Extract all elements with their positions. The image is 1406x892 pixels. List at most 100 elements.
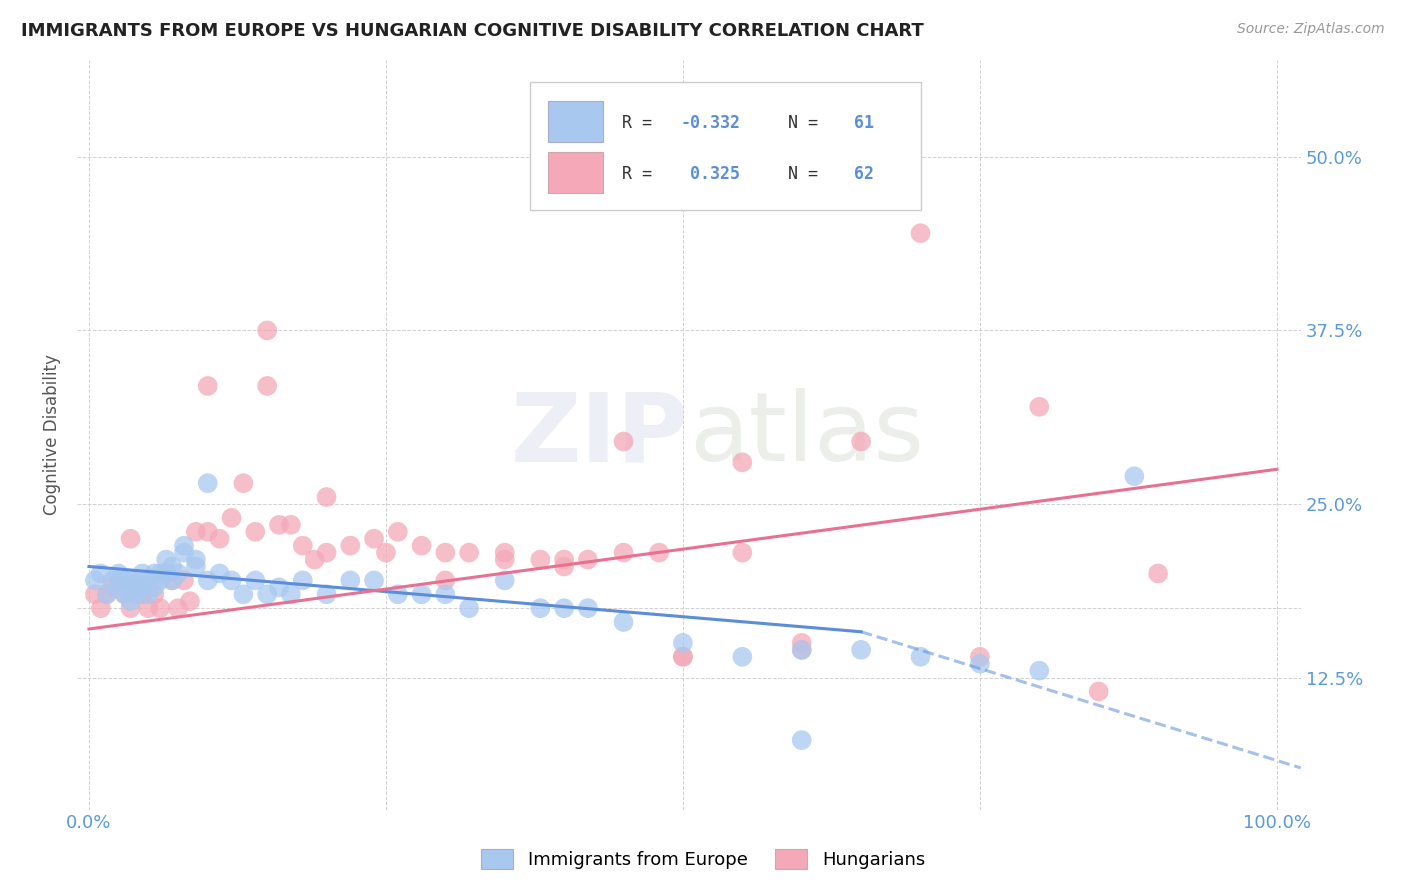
Point: [256, 587, 278, 601]
Point: [155, 566, 177, 581]
Point: [291, 539, 314, 553]
Point: [143, 580, 166, 594]
Point: [315, 546, 337, 560]
Point: [155, 552, 177, 566]
Point: [143, 587, 166, 601]
Point: [790, 733, 813, 747]
Point: [245, 524, 267, 539]
Point: [494, 546, 516, 560]
Point: [672, 636, 695, 650]
Point: [173, 546, 195, 560]
Point: [363, 532, 385, 546]
Text: atlas: atlas: [689, 388, 924, 481]
Point: [125, 580, 148, 594]
Point: [131, 566, 153, 581]
Point: [160, 574, 183, 588]
Point: [849, 434, 872, 449]
Point: [120, 532, 142, 546]
Point: [529, 601, 551, 615]
Point: [1087, 684, 1109, 698]
Point: [96, 587, 118, 601]
Point: [138, 587, 160, 601]
Point: [458, 546, 481, 560]
Point: [553, 552, 575, 566]
Point: [969, 657, 991, 671]
Point: [221, 511, 243, 525]
Legend: Immigrants from Europe, Hungarians: Immigrants from Europe, Hungarians: [472, 839, 934, 879]
Point: [90, 566, 112, 581]
Point: [315, 587, 337, 601]
Point: [197, 574, 219, 588]
Point: [375, 546, 398, 560]
Point: [90, 601, 112, 615]
Point: [125, 574, 148, 588]
Point: [138, 574, 160, 588]
Point: [138, 601, 160, 615]
Point: [387, 587, 409, 601]
Point: [267, 517, 290, 532]
Point: [149, 566, 172, 581]
Point: [910, 649, 932, 664]
Point: [125, 587, 148, 601]
Point: [494, 552, 516, 566]
Point: [184, 559, 207, 574]
Point: [125, 580, 148, 594]
Point: [280, 517, 302, 532]
Point: [107, 574, 129, 588]
Point: [256, 323, 278, 337]
Text: N =: N =: [769, 165, 828, 183]
Point: [114, 587, 136, 601]
Point: [790, 636, 813, 650]
Point: [232, 587, 254, 601]
Text: 61: 61: [853, 114, 875, 132]
Point: [155, 566, 177, 581]
Point: [167, 601, 190, 615]
Point: [731, 546, 754, 560]
Point: [208, 566, 231, 581]
Point: [107, 566, 129, 581]
Point: [434, 574, 457, 588]
Text: IMMIGRANTS FROM EUROPE VS HUNGARIAN COGNITIVE DISABILITY CORRELATION CHART: IMMIGRANTS FROM EUROPE VS HUNGARIAN COGN…: [21, 22, 924, 40]
Point: [553, 601, 575, 615]
Point: [363, 574, 385, 588]
Point: [131, 580, 153, 594]
Point: [184, 524, 207, 539]
Text: R =: R =: [621, 165, 662, 183]
Point: [114, 587, 136, 601]
Point: [267, 580, 290, 594]
Point: [197, 524, 219, 539]
Point: [96, 587, 118, 601]
Point: [304, 552, 326, 566]
Point: [339, 574, 361, 588]
Point: [969, 649, 991, 664]
Y-axis label: Cognitive Disability: Cognitive Disability: [44, 354, 60, 515]
Text: ZIP: ZIP: [510, 388, 689, 481]
Point: [434, 546, 457, 560]
Point: [553, 559, 575, 574]
Point: [101, 580, 124, 594]
Point: [1147, 566, 1170, 581]
Point: [208, 532, 231, 546]
Point: [173, 539, 195, 553]
Point: [160, 559, 183, 574]
Point: [280, 587, 302, 601]
Point: [197, 476, 219, 491]
Point: [120, 601, 142, 615]
Text: 62: 62: [853, 165, 875, 183]
Point: [849, 643, 872, 657]
Point: [411, 587, 433, 601]
FancyBboxPatch shape: [530, 82, 921, 210]
Point: [612, 615, 634, 629]
Point: [731, 455, 754, 469]
Point: [291, 574, 314, 588]
FancyBboxPatch shape: [548, 152, 603, 193]
Point: [101, 574, 124, 588]
Point: [387, 524, 409, 539]
Point: [576, 601, 599, 615]
Point: [672, 649, 695, 664]
Point: [232, 476, 254, 491]
Point: [612, 546, 634, 560]
Point: [672, 649, 695, 664]
Point: [131, 587, 153, 601]
Point: [256, 379, 278, 393]
